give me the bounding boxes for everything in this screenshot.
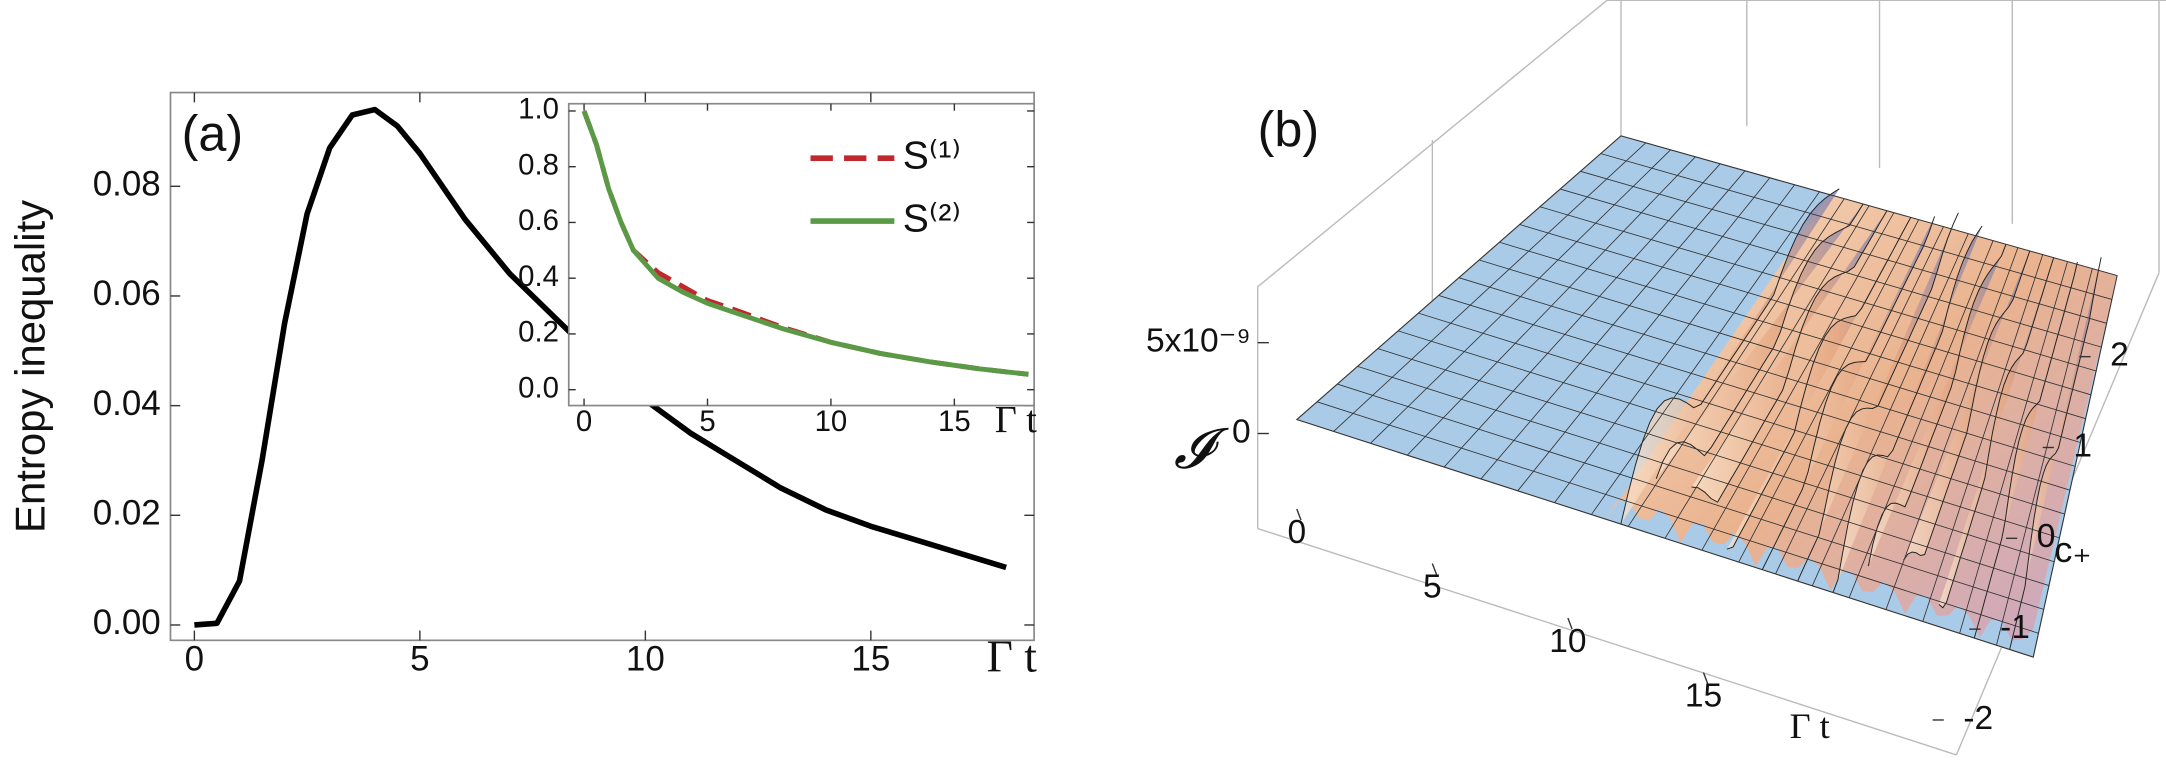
x-axis-label: Γ t xyxy=(1790,706,1830,746)
x-tick xyxy=(1702,672,1709,684)
x-tick-label: 5 xyxy=(1423,568,1442,605)
y-tick-label: 2 xyxy=(2110,337,2129,374)
surface-mesh xyxy=(1296,419,2034,658)
surface-mesh xyxy=(1357,365,2050,586)
y-tick-label: 1 xyxy=(2073,427,2092,464)
surface-ridge xyxy=(1761,216,1936,570)
x-tick-label: 0 xyxy=(576,405,592,438)
surface-mesh xyxy=(1438,295,2071,491)
x-tick-label: 10 xyxy=(1549,623,1586,660)
plot-frame xyxy=(567,102,1035,407)
surface-mesh xyxy=(1458,277,2076,467)
inset-background xyxy=(568,103,1035,406)
x-tick-label: 5 xyxy=(699,405,715,438)
surface-ridge xyxy=(2009,257,2102,650)
surface-mesh xyxy=(1519,224,2092,396)
z-tick-label: 5x10⁻⁹ xyxy=(1146,323,1251,360)
surface-mesh xyxy=(1377,348,2055,563)
y-tick-label: 0.06 xyxy=(93,274,161,313)
surface-mesh xyxy=(1316,401,2039,634)
legend-label: S⁽²⁾ xyxy=(903,197,961,240)
y-tick-label: 0.08 xyxy=(93,165,161,204)
line-series xyxy=(194,106,1007,628)
surface-mesh xyxy=(1600,153,2112,300)
surface-ridge xyxy=(1938,257,2055,609)
line-series xyxy=(581,110,1029,377)
x-axis-label: Γ t xyxy=(987,632,1038,682)
y-axis-label: c₊ xyxy=(2054,529,2091,570)
x-axis-label: Γ t xyxy=(995,399,1038,441)
y-tick-label: 0 xyxy=(2037,518,2056,555)
x-tick-label: 0 xyxy=(1287,514,1306,551)
legend-label: S⁽¹⁾ xyxy=(903,135,961,178)
surface-mesh xyxy=(1620,135,2118,277)
y-tick-label: 0.00 xyxy=(93,603,161,642)
x-tick-label: 5 xyxy=(410,640,429,679)
panel-label: (b) xyxy=(1258,100,1319,157)
y-tick-label: 0.04 xyxy=(93,384,161,423)
surface-ridge xyxy=(1691,210,1888,503)
x-tick xyxy=(1567,617,1573,630)
x-tick-label: 10 xyxy=(626,640,665,679)
z-axis-label: 𝓘 xyxy=(1174,418,1229,480)
x-tick-label: 10 xyxy=(815,405,848,438)
y-tick-label: 0.0 xyxy=(518,371,559,404)
surface-mesh xyxy=(1580,170,2107,324)
y-tick-label: 0.2 xyxy=(518,316,559,349)
y-tick-label: 1.0 xyxy=(518,93,559,126)
x-tick xyxy=(1431,563,1438,575)
x-tick-label: 15 xyxy=(938,405,971,438)
surface-mesh xyxy=(1499,241,2086,420)
x-tick xyxy=(1296,508,1302,521)
surface-mesh xyxy=(1418,312,2065,515)
x-tick-label: 15 xyxy=(851,640,890,679)
y-tick-label: -1 xyxy=(2000,609,2030,646)
surface-mesh xyxy=(1539,206,2097,372)
y-tick-label: 0.02 xyxy=(93,494,161,533)
y-axis-label: Entropy inequality xyxy=(7,200,54,533)
y-tick-label: 0.8 xyxy=(518,148,559,181)
x-tick-label: 0 xyxy=(185,640,204,679)
surface-mesh xyxy=(1479,259,2081,443)
panel-label: (a) xyxy=(182,105,243,162)
surface-mesh xyxy=(1397,330,2060,539)
y-tick-label: 0.4 xyxy=(518,260,559,293)
x-tick-label: 15 xyxy=(1685,677,1722,714)
y-tick-label: 0.6 xyxy=(518,204,559,237)
surface-mesh xyxy=(1337,383,2044,610)
surface-mesh xyxy=(1560,188,2102,348)
z-tick-label: 0 xyxy=(1232,413,1251,450)
y-tick-label: -2 xyxy=(1963,700,1993,737)
